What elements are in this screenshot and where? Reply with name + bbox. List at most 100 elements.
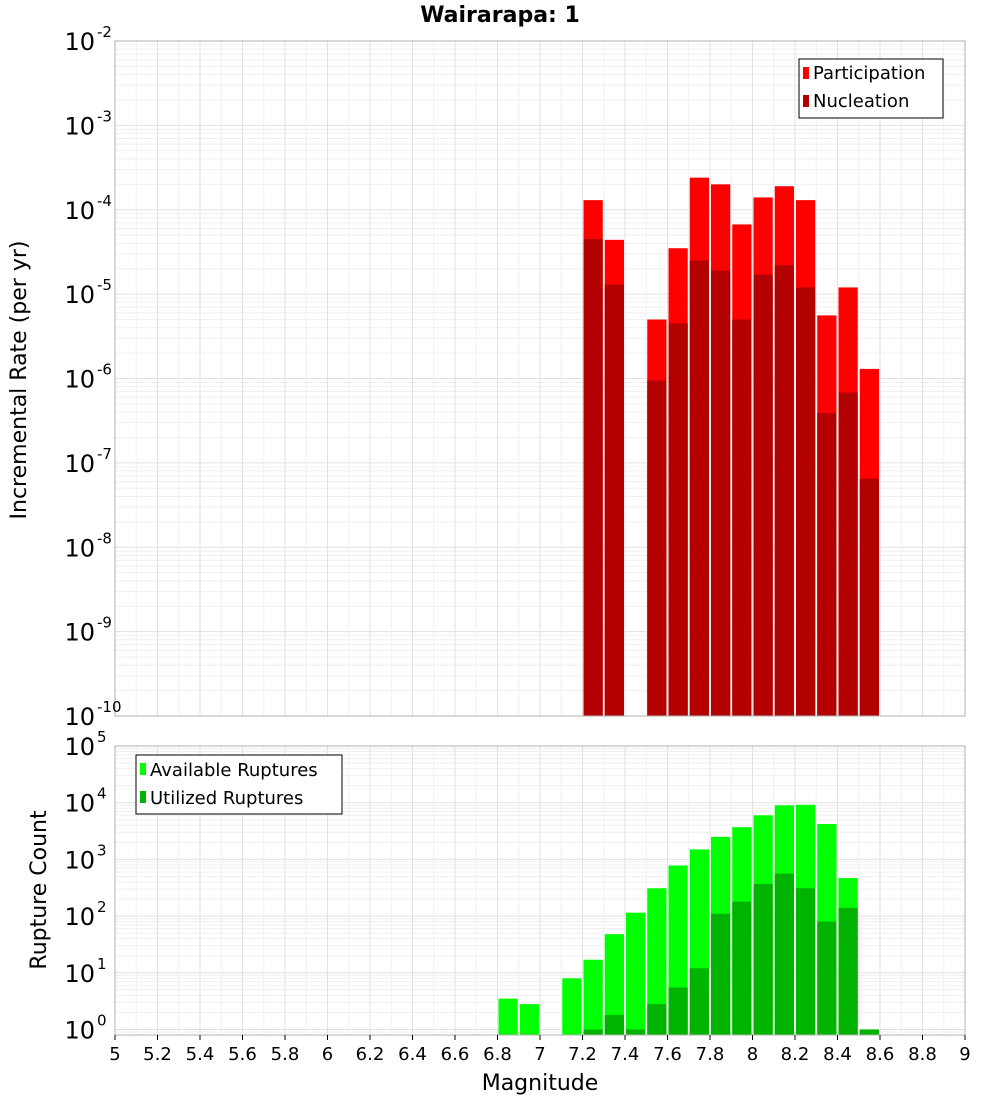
bar-nucleation (796, 287, 816, 716)
bar-available-ruptures (647, 888, 667, 1035)
x-tick-label: 8.2 (781, 1044, 810, 1065)
bar-utilized-ruptures (647, 1004, 667, 1035)
x-tick-label: 6 (322, 1044, 333, 1065)
top-panel-frame (114, 40, 966, 717)
x-tick-label: 6.2 (356, 1044, 385, 1065)
x-tick-label: 7.8 (696, 1044, 725, 1065)
top-panel-bars (583, 177, 879, 717)
bar-nucleation (774, 265, 794, 716)
legend-swatch-nucleation (803, 95, 809, 107)
x-tick-label: 7.6 (653, 1044, 682, 1065)
y-tick-label: 10 (64, 281, 95, 309)
x-tick-label: 6.4 (398, 1044, 427, 1065)
bar-utilized-ruptures (796, 888, 816, 1035)
bar-utilized-ruptures (689, 968, 709, 1035)
x-tick-label: 8.8 (908, 1044, 937, 1065)
top-panel-grid (114, 41, 966, 717)
y-tick-label: 10 (64, 846, 95, 874)
x-tick-label: 7 (534, 1044, 545, 1065)
y-tick-exponent: 0 (97, 1012, 107, 1030)
x-tick-label: 8.6 (866, 1044, 895, 1065)
top-panel-legend: Participation Nucleation (798, 58, 944, 119)
bar-utilized-ruptures (668, 987, 688, 1035)
y-tick-label: 10 (64, 534, 95, 562)
y-tick-label: 10 (64, 790, 95, 818)
bar-nucleation (711, 270, 731, 716)
x-tick-label: 7.2 (568, 1044, 597, 1065)
y-tick-label: 10 (64, 450, 95, 478)
y-tick-label: 10 (64, 619, 95, 647)
x-tick-label: 6.8 (483, 1044, 512, 1065)
y-tick-exponent: -4 (97, 192, 112, 210)
bar-nucleation (859, 478, 879, 716)
legend-label-available: Available Ruptures (150, 760, 318, 781)
y-tick-exponent: 5 (97, 728, 107, 746)
bar-nucleation (604, 284, 624, 716)
bar-nucleation (838, 392, 858, 716)
y-tick-exponent: 4 (97, 785, 107, 803)
bar-available-ruptures (562, 978, 582, 1035)
x-tick-label: 5.2 (143, 1044, 172, 1065)
legend-swatch-available (140, 763, 146, 775)
bar-utilized-ruptures (732, 901, 752, 1035)
y-tick-exponent: -2 (97, 23, 112, 41)
bar-utilized-ruptures (774, 873, 794, 1035)
y-tick-exponent: -5 (97, 276, 112, 294)
bottom-panel-y-label: Rupture Count (27, 810, 52, 970)
bar-nucleation (647, 380, 667, 716)
bar-utilized-ruptures (838, 907, 858, 1035)
bar-utilized-ruptures (711, 913, 731, 1035)
y-tick-exponent: 3 (97, 841, 107, 859)
bar-available-ruptures (498, 998, 518, 1035)
bar-utilized-ruptures (817, 921, 837, 1035)
legend-label-participation: Participation (813, 63, 925, 84)
x-tick-label: 7.4 (611, 1044, 640, 1065)
y-tick-label: 10 (64, 733, 95, 761)
y-tick-label: 10 (64, 28, 95, 56)
bar-utilized-ruptures (583, 1029, 603, 1035)
x-tick-label: 8 (747, 1044, 758, 1065)
bar-available-ruptures (626, 912, 646, 1035)
y-tick-label: 10 (64, 903, 95, 931)
x-tick-label: 5 (109, 1044, 120, 1065)
y-tick-label: 10 (64, 112, 95, 140)
bar-nucleation (817, 413, 837, 716)
bottom-panel-bars (498, 804, 879, 1035)
legend-box (135, 754, 343, 815)
bar-nucleation (753, 274, 773, 716)
legend-label-nucleation: Nucleation (813, 91, 909, 112)
bar-utilized-ruptures (753, 883, 773, 1035)
x-tick-label: 8.4 (823, 1044, 852, 1065)
y-tick-label: 10 (64, 197, 95, 225)
bottom-panel-legend: Available Ruptures Utilized Ruptures (135, 754, 343, 815)
y-tick-label: 10 (64, 1017, 95, 1045)
legend-swatch-utilized (140, 791, 146, 803)
bar-nucleation (668, 323, 688, 716)
y-tick-exponent: -9 (97, 614, 112, 632)
bar-available-ruptures (519, 1004, 539, 1035)
bar-available-ruptures (583, 959, 603, 1035)
y-tick-exponent: -8 (97, 529, 112, 547)
legend-label-utilized: Utilized Ruptures (150, 788, 303, 809)
x-tick-label: 5.4 (186, 1044, 215, 1065)
bar-available-ruptures (604, 934, 624, 1035)
y-tick-exponent: -10 (97, 698, 122, 716)
x-axis-ticks: 5 5.2 5.4 5.6 5.8 6 6.2 6.4 6.6 6.8 7 7.2 7.4 7.6 7.8 8… (109, 1035, 971, 1065)
y-tick-label: 10 (64, 366, 95, 394)
bar-utilized-ruptures (604, 1015, 624, 1035)
top-panel-y-label: Incremental Rate (per yr) (7, 241, 32, 520)
y-tick-exponent: 1 (97, 955, 107, 973)
y-tick-label: 10 (64, 960, 95, 988)
x-tick-label: 5.6 (228, 1044, 257, 1065)
chart-title: Wairarapa: 1 (420, 3, 580, 28)
y-tick-exponent: 2 (97, 898, 107, 916)
x-axis-label: Magnitude (482, 1071, 599, 1096)
bar-utilized-ruptures (859, 1029, 879, 1035)
y-tick-exponent: -6 (97, 361, 112, 379)
legend-box (798, 58, 944, 119)
x-tick-label: 9 (959, 1044, 970, 1065)
bar-nucleation (583, 239, 603, 716)
